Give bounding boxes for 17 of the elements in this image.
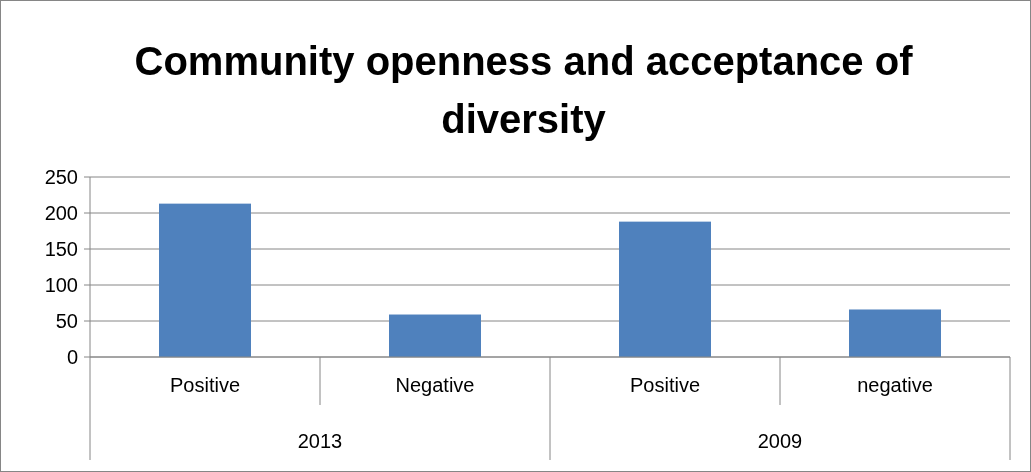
bar: [159, 203, 251, 357]
y-tick-label: 0: [66, 346, 78, 368]
y-tick-label: 150: [44, 238, 78, 260]
y-tick-label: 50: [55, 310, 78, 332]
text: 2013: [297, 430, 343, 452]
x-tick-label: Negative: [395, 374, 475, 396]
x-tick-label: Positive: [169, 374, 241, 396]
y-tick-label: 200: [44, 202, 78, 224]
chart-title: Community openness and acceptance of diversity: [134, 39, 914, 141]
text: 2009: [757, 430, 803, 452]
bar: [619, 221, 711, 357]
y-tick-label: 250: [44, 166, 78, 188]
y-tick-label: 100: [44, 274, 78, 296]
x-tick-label: negative: [857, 374, 933, 396]
x-tick-label: Positive: [629, 374, 701, 396]
bar: [389, 314, 481, 357]
bar: [849, 309, 941, 357]
